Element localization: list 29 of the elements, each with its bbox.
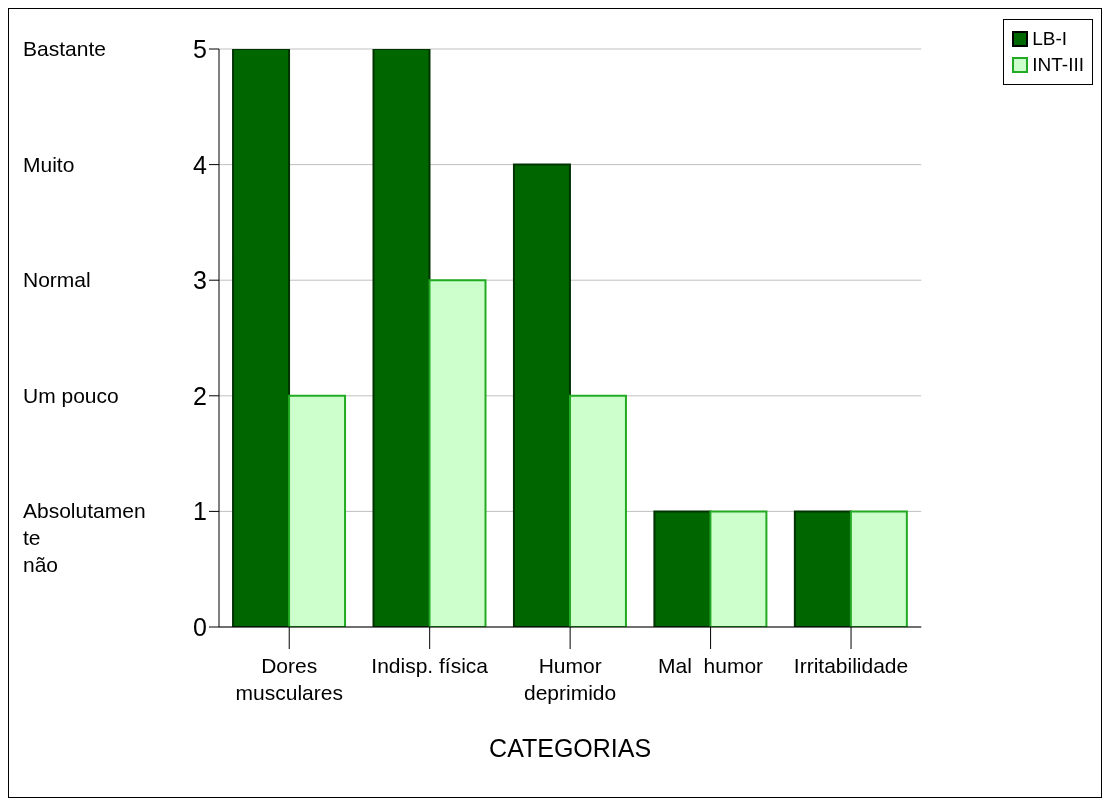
legend-label: INT-III bbox=[1032, 54, 1084, 76]
y-tick-label: 1 bbox=[193, 497, 207, 526]
y-tick-label: 5 bbox=[193, 35, 207, 63]
bar bbox=[512, 163, 571, 627]
x-tick-label: Irritabilidade bbox=[793, 654, 909, 677]
bar bbox=[372, 49, 431, 627]
text: Absolutamente não bbox=[23, 499, 146, 577]
bar bbox=[288, 394, 347, 627]
bar bbox=[653, 510, 712, 627]
bar bbox=[428, 279, 487, 627]
x-tick-label: Humor deprimido bbox=[524, 654, 617, 704]
x-tick-label: Indisp. física bbox=[371, 654, 489, 677]
legend-label: LB-I bbox=[1032, 28, 1068, 50]
y-tick-label: 0 bbox=[193, 613, 207, 641]
y-tick-label: 3 bbox=[193, 266, 207, 295]
text: Um pouco bbox=[23, 383, 119, 407]
bar bbox=[709, 510, 768, 627]
text: Bastante bbox=[23, 37, 106, 60]
text: Normal bbox=[23, 268, 91, 292]
y-tick-label: 4 bbox=[193, 150, 208, 179]
bar bbox=[849, 510, 908, 627]
y-tick-label: 2 bbox=[193, 381, 207, 410]
bar bbox=[232, 49, 291, 627]
text: Muito bbox=[23, 152, 75, 176]
x-axis-title: CATEGORIAS bbox=[489, 734, 652, 762]
bar bbox=[568, 394, 627, 627]
x-tick-label: Dores musculares bbox=[235, 654, 343, 704]
bar bbox=[793, 510, 852, 627]
x-tick-label: Mal humor bbox=[658, 654, 764, 677]
